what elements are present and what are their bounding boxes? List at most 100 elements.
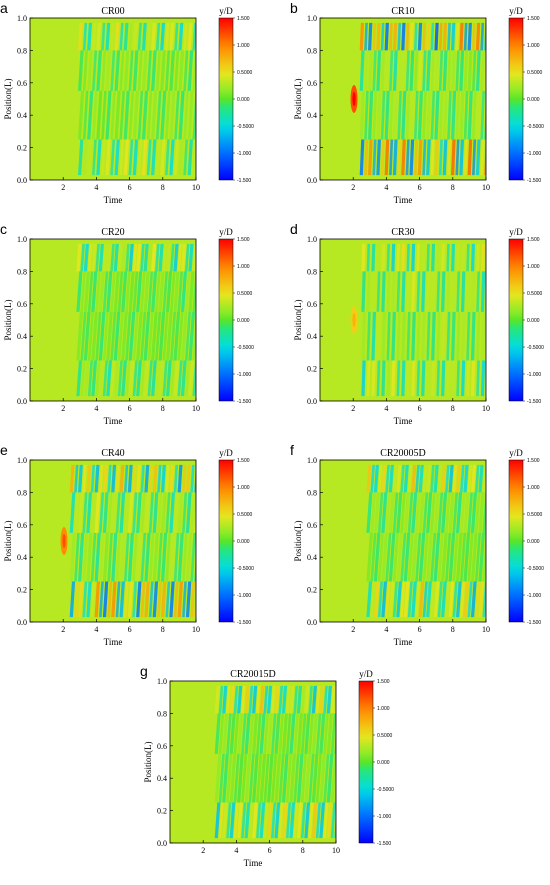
stripe bbox=[430, 139, 435, 176]
stripe bbox=[278, 802, 284, 839]
colorbar-title: y/D bbox=[509, 227, 523, 237]
stripe bbox=[96, 90, 103, 140]
stripe bbox=[381, 464, 387, 493]
stripe bbox=[102, 581, 109, 618]
stripe bbox=[480, 360, 486, 397]
stripe bbox=[472, 90, 477, 140]
stripe bbox=[155, 271, 161, 312]
stripe-layer bbox=[60, 464, 196, 618]
x-tick-label: 10 bbox=[332, 846, 340, 855]
stripe bbox=[326, 713, 333, 754]
stripe bbox=[226, 713, 232, 754]
stripe bbox=[174, 22, 179, 51]
stripe bbox=[184, 271, 191, 312]
early-blob-core bbox=[352, 92, 356, 106]
y-tick-label: 0.6 bbox=[307, 79, 317, 88]
stripe bbox=[114, 139, 120, 176]
stripe bbox=[237, 713, 244, 754]
early-blob-core bbox=[62, 534, 66, 548]
stripe bbox=[311, 753, 319, 803]
stripe bbox=[475, 90, 482, 140]
stripe bbox=[132, 581, 138, 618]
stripe bbox=[436, 243, 440, 272]
stripe bbox=[401, 271, 406, 312]
stripe bbox=[252, 685, 258, 714]
stripe bbox=[165, 139, 170, 176]
y-tick-label: 0.4 bbox=[307, 111, 317, 120]
stripe bbox=[182, 581, 187, 618]
stripe bbox=[157, 581, 162, 618]
stripe bbox=[285, 713, 292, 754]
stripe bbox=[90, 464, 96, 493]
stripe bbox=[151, 360, 157, 397]
stripe bbox=[241, 753, 248, 803]
stripe bbox=[114, 22, 120, 51]
stripe bbox=[178, 50, 185, 91]
colorbar-tick-label: 0.000 bbox=[527, 539, 540, 545]
x-tick-label: 8 bbox=[451, 183, 455, 192]
stripe bbox=[155, 90, 162, 140]
stripe bbox=[281, 713, 289, 754]
chart-panel-f: f CR20005D 2 4 6 8 10 0.0 0.2 0.4 0.6 0.8 1.0 Time Pos… bbox=[290, 442, 550, 654]
stripe bbox=[376, 360, 381, 397]
stripe bbox=[441, 271, 446, 312]
colorbar-tick-label: 0.000 bbox=[377, 760, 390, 766]
stripe bbox=[110, 360, 116, 397]
stripe bbox=[364, 139, 369, 176]
stripe bbox=[370, 464, 375, 493]
stripe bbox=[165, 360, 172, 397]
y-tick-label: 0.8 bbox=[307, 488, 317, 497]
stripe bbox=[460, 243, 466, 272]
stripe bbox=[372, 90, 378, 140]
stripe bbox=[455, 139, 460, 176]
stripe bbox=[91, 50, 98, 91]
stripe bbox=[434, 90, 440, 140]
stripe bbox=[434, 139, 440, 176]
stripe bbox=[380, 50, 386, 91]
stripe bbox=[311, 802, 318, 839]
stripe bbox=[376, 243, 381, 272]
stripe bbox=[366, 492, 373, 533]
stripe bbox=[396, 492, 403, 533]
stripe bbox=[441, 243, 446, 272]
y-tick-label: 0.4 bbox=[307, 553, 317, 562]
x-axis-label: Time bbox=[394, 637, 413, 647]
stripe bbox=[136, 360, 142, 397]
stripe bbox=[480, 22, 485, 51]
stripe bbox=[151, 311, 158, 361]
stripe bbox=[137, 139, 143, 176]
stripe bbox=[121, 243, 127, 272]
stripe bbox=[359, 22, 365, 51]
stripe bbox=[478, 492, 485, 533]
stripe bbox=[117, 360, 123, 397]
stripe bbox=[263, 802, 269, 839]
stripe bbox=[148, 581, 154, 618]
stripe bbox=[218, 753, 225, 803]
stripe bbox=[472, 22, 476, 51]
colorbar-tick-label: 1.500 bbox=[237, 458, 250, 464]
stripe bbox=[397, 22, 402, 51]
stripe bbox=[244, 713, 251, 754]
stripe bbox=[308, 713, 314, 754]
stripe bbox=[326, 802, 333, 839]
stripe bbox=[83, 271, 90, 312]
stripe bbox=[366, 360, 371, 397]
stripe bbox=[359, 139, 365, 176]
stripe bbox=[285, 685, 291, 714]
stripe bbox=[426, 311, 431, 361]
stripe bbox=[480, 311, 486, 361]
chart-title: CR40 bbox=[101, 448, 124, 459]
x-tick-label: 4 bbox=[384, 183, 388, 192]
stripe bbox=[381, 271, 386, 312]
y-tick-label: 1.0 bbox=[307, 14, 317, 23]
stripe bbox=[252, 753, 259, 803]
stripe bbox=[366, 581, 373, 618]
stripe bbox=[460, 581, 466, 618]
stripe bbox=[157, 464, 162, 493]
x-tick-label: 8 bbox=[161, 183, 165, 192]
x-tick-label: 2 bbox=[61, 183, 65, 192]
colorbar bbox=[218, 17, 234, 181]
stripe bbox=[281, 753, 289, 803]
stripe bbox=[101, 22, 106, 51]
stripe bbox=[127, 532, 134, 582]
